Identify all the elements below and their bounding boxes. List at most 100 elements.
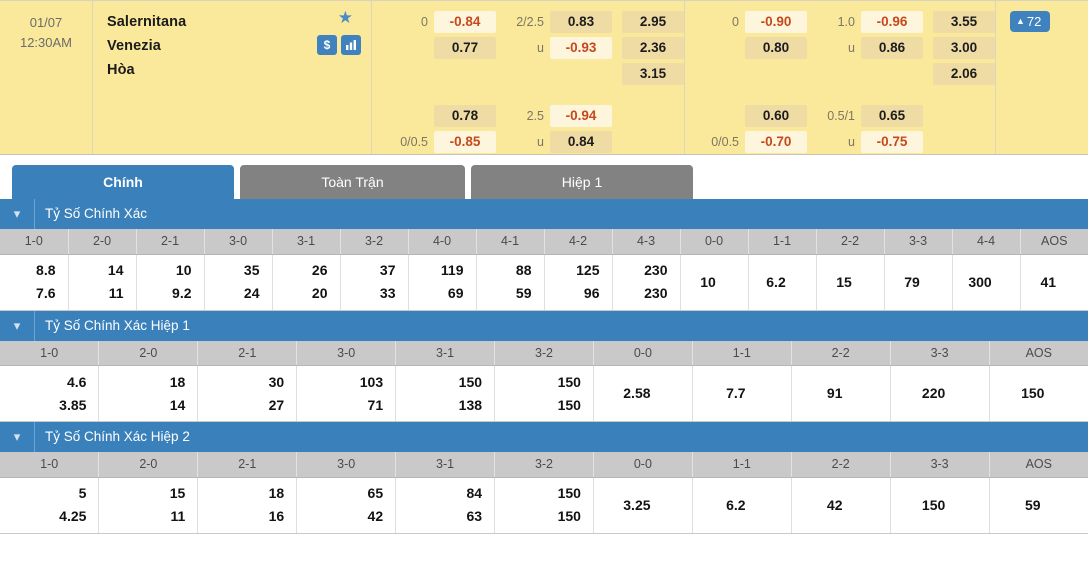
team-home[interactable]: Salernitana [107,14,187,30]
live-count-badge[interactable]: ▲ 72 [1010,11,1051,32]
section-header-correct-score[interactable]: ▾ Tỷ Số Chính Xác [0,199,1088,229]
chevron-down-icon[interactable]: ▾ [13,206,21,221]
odds-away[interactable]: 33 [379,285,396,301]
odds-home[interactable]: 4.6 [66,373,87,390]
ou2-over-odds[interactable]: 0.65 [861,105,923,127]
odds-home[interactable]: 103 [359,373,384,390]
odds-home[interactable]: 14 [107,262,124,278]
odds-away[interactable]: 11 [108,285,124,301]
odds-home[interactable]: 150 [458,373,483,390]
odds-draw[interactable]: 59 [1024,496,1041,513]
odds-home[interactable]: 65 [367,485,384,501]
ou-under-odds[interactable]: -0.93 [550,37,612,59]
odds-home[interactable]: 37 [379,262,396,278]
odds-draw[interactable]: 220 [921,385,946,401]
odds-home[interactable]: 150 [557,485,581,501]
tab-hiep-1[interactable]: Hiệp 1 [471,165,693,199]
odds-draw[interactable]: 42 [826,496,843,513]
chevron-down-icon[interactable]: ▾ [13,317,21,333]
odds-1[interactable]: 3.55 [933,11,995,33]
odds-2[interactable]: 2.06 [933,63,995,85]
odds-home[interactable]: 15 [169,485,186,501]
odds-away[interactable]: 16 [268,508,285,524]
odds-draw[interactable]: 6.2 [726,496,746,513]
odds-home[interactable]: 5 [78,485,87,501]
tab-toan-tran[interactable]: Toàn Trận [240,165,465,199]
odds-draw[interactable]: 2.58 [623,385,651,401]
odds-away[interactable]: 7.6 [36,285,56,301]
ou-under-odds[interactable]: 0.86 [861,37,923,59]
ou-over-odds[interactable]: -0.96 [861,11,923,33]
odds-home[interactable]: 230 [644,262,668,278]
section-header-correct-score-h2[interactable]: ▾ Tỷ Số Chính Xác Hiệp 2 [0,422,1088,452]
odds-home[interactable]: 119 [440,262,464,278]
odds-away[interactable]: 59 [515,285,532,301]
ou-over-odds[interactable]: 0.83 [550,11,612,33]
odds-1[interactable]: 2.95 [622,11,684,33]
odds-away[interactable]: 14 [169,396,186,413]
odds-away[interactable]: 96 [583,285,600,301]
odds-draw[interactable]: 15 [836,273,852,290]
match-time: 12:30AM [19,35,73,50]
odds-draw[interactable]: 7.7 [726,385,746,401]
odds-away[interactable]: 138 [458,396,483,413]
odds-x[interactable]: 3.00 [933,37,995,59]
odds-draw[interactable]: 6.2 [766,273,786,290]
odds-away[interactable]: 63 [466,508,483,524]
bar-chart-icon[interactable] [341,35,361,55]
odds-away[interactable]: 69 [447,285,464,301]
odds-home[interactable]: 26 [311,262,328,278]
column-header: 4-2 [544,229,613,255]
star-icon[interactable]: ★ [337,8,353,27]
odds-home[interactable]: 18 [268,485,285,501]
odds-home[interactable]: 18 [169,373,186,390]
odds-draw[interactable]: 91 [826,385,843,401]
odds-away[interactable]: 24 [243,285,260,301]
odds-away[interactable]: 20 [311,285,328,301]
odds-home[interactable]: 150 [557,373,581,390]
odds-away[interactable]: 11 [170,508,186,524]
ou2-over-odds[interactable]: -0.94 [550,105,612,127]
handicap-away-odds[interactable]: 0.77 [434,37,496,59]
handicap2-away-odds[interactable]: -0.85 [434,131,496,153]
dollar-icon[interactable]: $ [317,35,337,55]
odds-home[interactable]: 88 [515,262,532,278]
odds-away[interactable]: 150 [557,508,581,524]
odds-away[interactable]: 230 [644,285,668,301]
odds-away[interactable]: 9.2 [172,285,192,301]
handicap-away-odds[interactable]: 0.80 [745,37,807,59]
score-cell: 18 14 [98,365,199,422]
odds-away[interactable]: 150 [557,396,581,413]
odds-draw[interactable]: 3.25 [623,496,651,513]
ou2-under-odds[interactable]: 0.84 [550,131,612,153]
odds-home[interactable]: 10 [175,262,192,278]
tab-chinh[interactable]: Chính [12,165,234,199]
odds-away[interactable]: 27 [268,396,285,413]
team-away[interactable]: Venezia [107,38,161,54]
odds-away[interactable]: 3.85 [59,396,87,413]
odds-draw[interactable]: 79 [904,273,920,290]
odds-home[interactable]: 84 [466,485,483,501]
odds-draw[interactable]: 150 [1021,385,1045,401]
handicap2-home-odds[interactable]: 0.60 [745,105,807,127]
odds-draw[interactable]: 300 [968,273,992,290]
odds-away[interactable]: 71 [367,396,384,413]
odds-home[interactable]: 125 [576,262,600,278]
odds-draw[interactable]: 41 [1040,273,1057,290]
odds-home[interactable]: 30 [268,373,285,390]
section-header-correct-score-h1[interactable]: ▾ Tỷ Số Chính Xác Hiệp 1 [0,310,1088,341]
odds-draw[interactable]: 150 [921,496,946,513]
odds-home[interactable]: 35 [243,262,260,278]
handicap2-home-odds[interactable]: 0.78 [434,105,496,127]
handicap-home-odds[interactable]: -0.84 [434,11,496,33]
odds-away[interactable]: 4.25 [59,508,87,524]
chevron-down-icon[interactable]: ▾ [13,429,21,444]
handicap2-away-odds[interactable]: -0.70 [745,131,807,153]
ou2-under-odds[interactable]: -0.75 [861,131,923,153]
odds-draw[interactable]: 10 [700,273,716,290]
handicap-home-odds[interactable]: -0.90 [745,11,807,33]
odds-home[interactable]: 8.8 [36,262,56,278]
odds-x[interactable]: 2.36 [622,37,684,59]
odds-away[interactable]: 42 [367,508,384,524]
odds-2[interactable]: 3.15 [622,63,684,85]
